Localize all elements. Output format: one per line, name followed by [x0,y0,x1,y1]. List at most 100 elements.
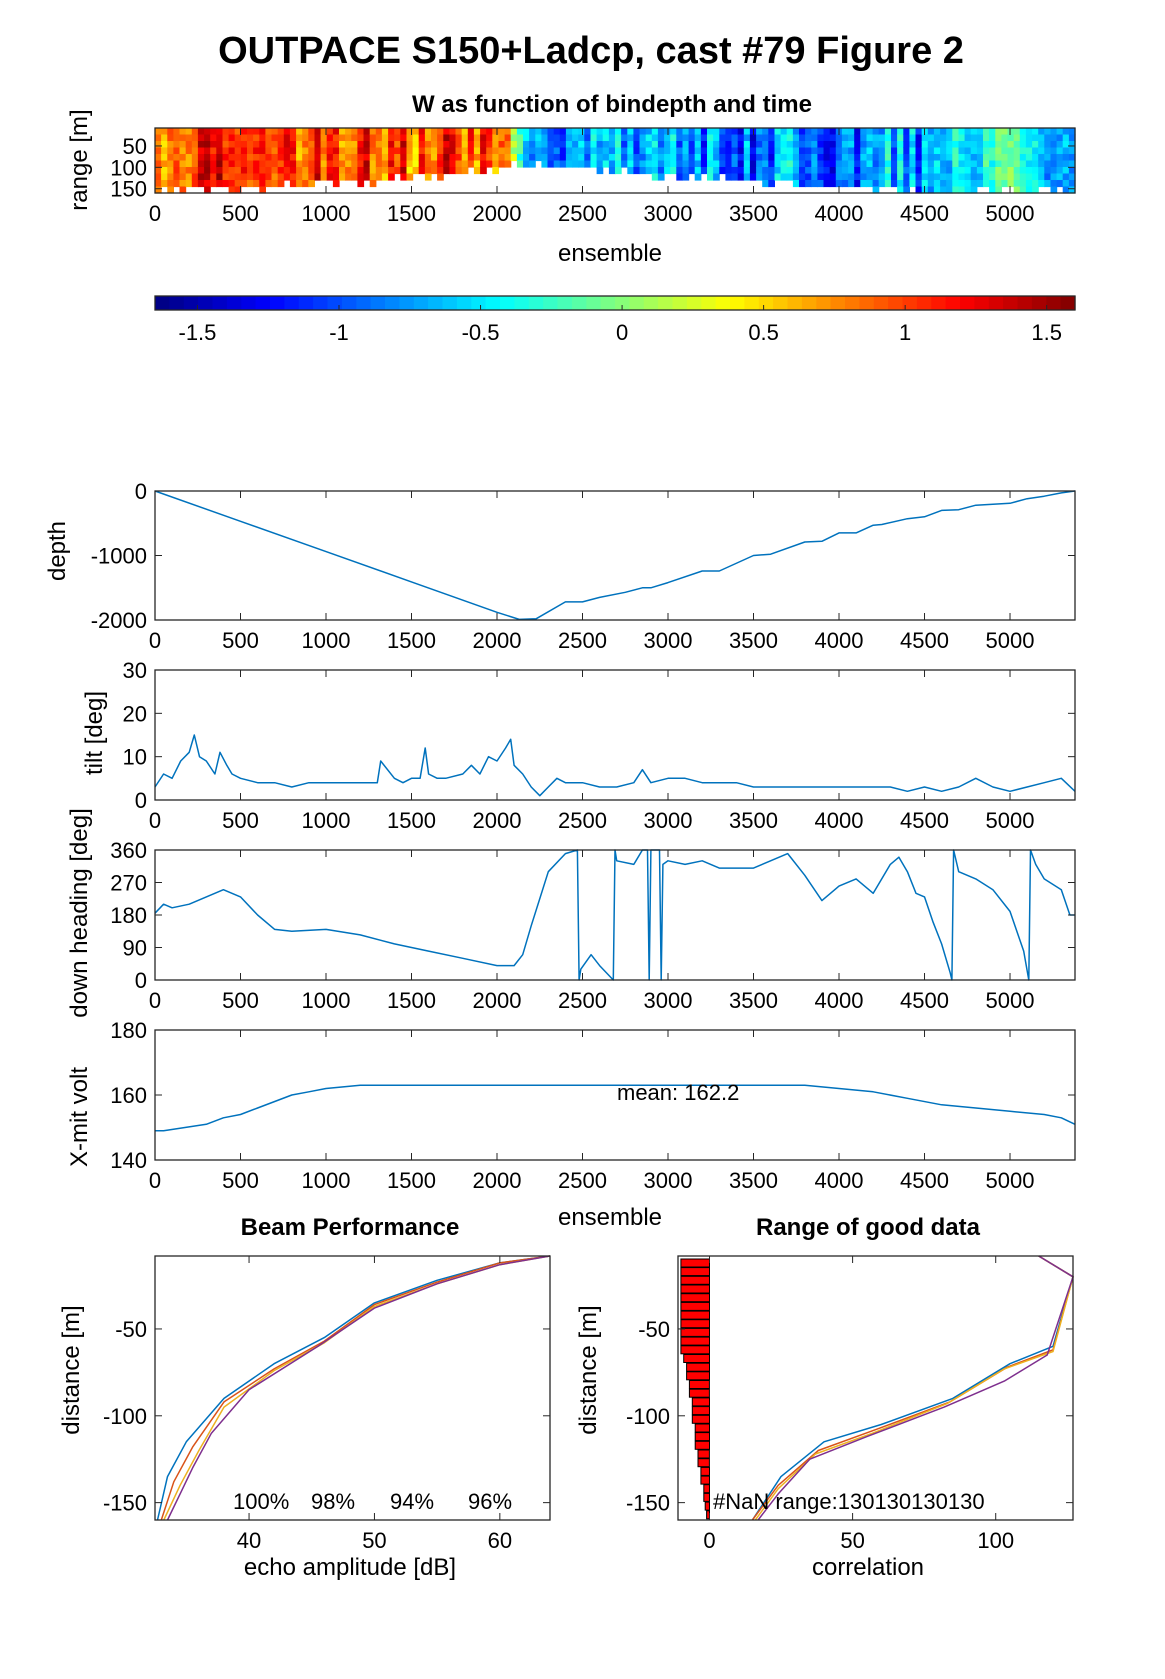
w-cell [265,180,273,188]
w-cell [486,160,493,168]
w-cell [173,134,181,142]
w-cell [952,147,959,155]
w-cell [737,134,745,142]
w-cell [332,128,340,136]
w-cell [210,147,217,155]
w-cell [688,134,696,142]
w-cell [1056,173,1064,181]
w-cell [786,160,794,168]
w-cell [633,167,641,175]
w-cell [952,128,959,136]
w-cell [602,154,610,162]
w-cell [805,147,812,155]
w-cell [204,186,211,194]
w-cell [1050,167,1058,175]
w-cell [265,173,273,181]
colorbar-cell [658,296,674,310]
x-tick-label: 2500 [558,201,607,226]
w-cell [381,154,389,162]
w-cell [762,134,769,142]
w-cell [823,147,831,155]
w-cell [768,154,775,162]
w-cell [670,147,677,155]
x-tick-label: 2000 [473,988,522,1013]
w-cell [516,147,524,155]
w-cell [541,128,549,136]
w-cell [854,134,861,142]
w-cell [737,167,745,175]
w-cell [940,134,947,142]
w-cell [664,134,671,142]
w-cell [688,141,696,149]
w-cell [173,167,181,175]
w-cell [247,134,254,142]
w-cell [529,160,536,168]
w-cell [921,128,929,136]
w-cell [253,180,260,188]
w-cell [707,141,714,149]
w-cell [872,173,880,181]
w-cell [296,134,303,142]
w-cell [946,141,953,149]
w-cell [400,167,407,175]
w-cell [731,141,739,149]
w-cell [1038,134,1045,142]
w-cell [357,154,365,162]
w-cell [970,180,978,188]
w-cell [676,173,683,181]
w-cell [369,134,377,142]
w-cell [995,147,1002,155]
w-cell [903,154,910,162]
colorbar-cell [1060,296,1076,310]
w-cell [204,180,211,188]
w-cell [1044,180,1051,188]
w-cell [762,141,769,149]
y-tick-label: 20 [123,701,147,726]
colorbar-cell [730,296,745,310]
x-tick-label: 3500 [729,201,778,226]
w-cell [762,173,769,181]
w-cell [443,167,450,175]
w-cell [332,154,340,162]
y-tick-label: 0 [135,479,147,504]
w-cell [253,167,260,175]
y-tick-label: 140 [110,1148,147,1173]
w-cell [1062,154,1070,162]
w-cell [743,128,751,136]
w-cell [516,160,524,168]
w-cell [921,173,929,181]
w-cell [240,173,248,181]
nan-bar [680,1336,711,1346]
plot-area [155,1256,550,1520]
colorbar-cell [931,296,947,310]
w-cell [412,134,420,142]
w-cell [768,167,775,175]
w-cell [400,147,407,155]
w-cell [664,141,671,149]
w-cell [375,167,383,175]
w-cell [510,134,518,142]
w-cell [615,167,622,175]
w-cell [302,147,309,155]
w-cell [228,173,236,181]
w-cell [995,134,1002,142]
w-cell [860,147,867,155]
colorbar-cell [902,296,918,310]
w-cell [884,167,892,175]
w-cell [314,160,322,168]
w-cell [749,173,757,181]
colorbar-cell [284,296,300,310]
w-cell [897,154,904,162]
w-cell [829,180,837,188]
w-cell [756,128,763,136]
w-cell [369,128,377,136]
w-cell [394,134,401,142]
w-cell [259,173,266,181]
w-cell [1050,180,1058,188]
w-cell [835,180,843,188]
w-cell [1019,154,1027,162]
colorbar-cell [198,296,214,310]
y-tick-label: 90 [123,936,147,961]
w-cell [155,186,162,194]
colorbar-tick-label: 1 [899,320,911,345]
